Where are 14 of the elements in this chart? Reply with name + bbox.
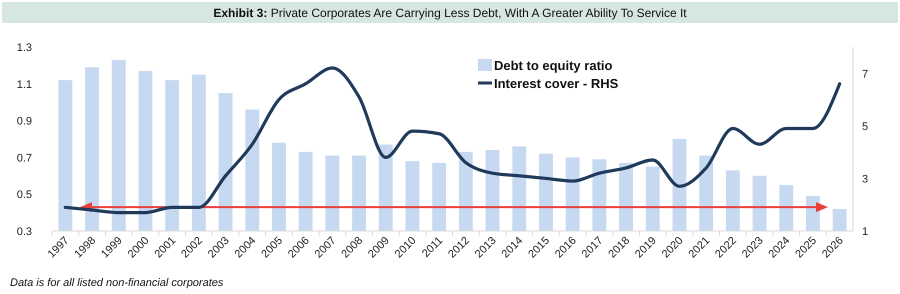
legend-label: Debt to equity ratio <box>494 58 613 73</box>
y-tick-label: 0.5 <box>16 189 32 202</box>
y2-tick-label: 3 <box>862 173 868 186</box>
y-tick-label: 1.1 <box>16 78 32 91</box>
chart-title: Exhibit 3: Private Corporates Are Carrying Less Debt, With A Greater Ability To Service It <box>213 6 688 20</box>
y2-tick-label: 1 <box>862 226 868 238</box>
y-tick-label: 0.9 <box>16 116 32 128</box>
text: Data is for all listed non-financial corporates <box>10 277 224 289</box>
y-tick-label: 0.7 <box>16 152 32 164</box>
legend-label: Interest cover - RHS <box>494 76 619 91</box>
y-tick-label: 0.3 <box>16 226 32 238</box>
y2-tick-label: 7 <box>862 68 868 80</box>
y2-tick-label: 5 <box>862 120 868 133</box>
y-tick-label: 1.3 <box>16 42 32 54</box>
